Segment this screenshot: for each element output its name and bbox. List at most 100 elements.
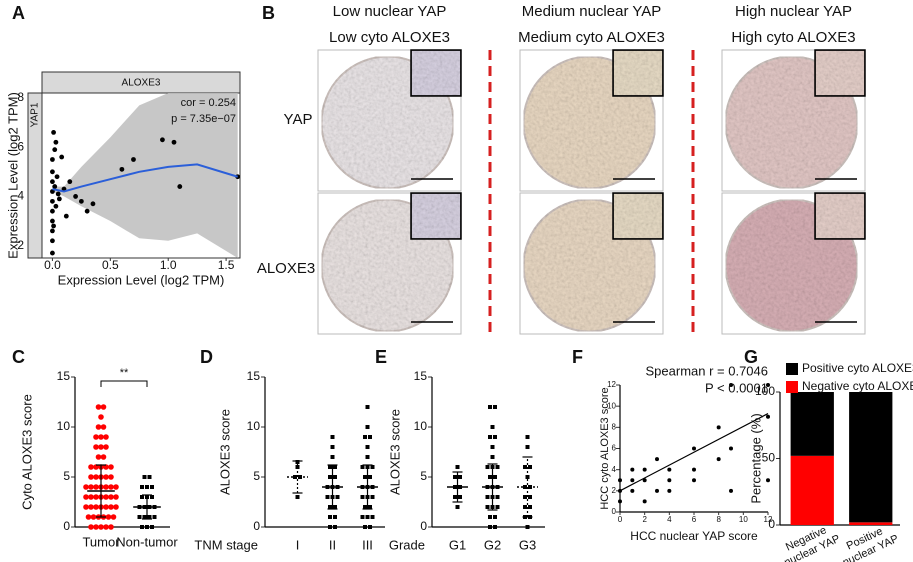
point [140,485,144,489]
point [98,434,104,440]
point [692,446,696,451]
point [63,213,69,219]
point [692,478,696,483]
inset [410,49,462,97]
x-tick-label: 1.0 [160,258,177,272]
point [142,515,147,519]
point [370,495,375,499]
y-tick-label: 10 [247,419,261,433]
point [360,515,365,519]
point [528,495,532,499]
point [95,424,102,430]
point [333,475,337,479]
inset-border [814,192,866,240]
point [365,445,370,449]
point [729,488,733,493]
point [363,525,367,529]
x-tick-label: Tumor [82,534,120,549]
x-tick-label: II [329,537,336,552]
inset-border [410,192,462,240]
point [113,504,119,510]
panel-letter: E [375,347,387,367]
point [93,434,99,440]
point [330,445,335,449]
point [152,515,157,519]
y-tick-label: 6 [17,139,24,153]
point [52,184,58,189]
point [55,191,61,197]
point [692,467,696,472]
point [145,525,149,529]
significance-label: ** [120,367,129,379]
point [328,465,332,469]
point [88,504,94,510]
point [93,504,99,510]
point [103,434,109,440]
point [642,499,647,504]
point [363,435,367,439]
point [78,198,84,204]
y-tick-label: 5 [253,469,260,483]
y-tick-label: 0 [420,519,427,533]
y-tick-label: 12 [607,380,616,389]
point [716,425,721,430]
annotation: Spearman r = 0.7046 [646,363,769,378]
y-tick-label: 10 [57,419,71,433]
y-tick-label: 4 [612,465,617,474]
x-axis-label: TNM stage [194,537,258,552]
fit-line [619,413,769,492]
point [523,505,527,509]
point [655,457,659,462]
y-tick-label: 4 [17,189,24,203]
x-axis-label: Grade [389,537,425,552]
strip [41,71,241,94]
point [490,425,495,429]
point [108,504,114,510]
point [363,505,367,509]
point [100,454,107,460]
point [523,495,527,499]
point [368,525,372,529]
point [50,250,55,256]
point [93,524,99,530]
x-tick-label: 0.0 [44,258,61,272]
inset-border [612,49,664,97]
inset-border [612,192,664,240]
x-tick-label: 4 [667,515,672,524]
bar-segment [790,392,834,456]
point [328,515,332,519]
row-label: ALOXE3 [257,260,315,277]
panel-letter: D [200,347,213,367]
point [370,465,375,469]
annotation: p = 7.35e−07 [171,113,236,125]
point [93,444,99,450]
point [325,495,330,499]
point [83,494,89,500]
panel-letter: F [572,347,583,367]
column-title: Low nuclear YAP [333,3,447,20]
point [150,495,154,499]
point [54,174,60,180]
point [142,475,147,479]
point [108,464,114,470]
point [83,484,89,490]
column-title: Medium cyto ALOXE3 [518,29,665,46]
legend-label: Negative cyto ALOXE3 [802,379,913,393]
point [103,494,109,500]
point [630,467,635,472]
point [493,475,497,479]
point [177,184,183,189]
y-tick-label: 2 [612,486,617,495]
point [98,524,104,530]
point [108,474,114,480]
y-tick-label: 8 [17,90,24,104]
point [88,484,94,490]
column-title: Low cyto ALOXE3 [329,29,450,46]
legend-label: Positive cyto ALOXE3 [802,361,913,375]
point [365,405,370,409]
point [618,478,622,483]
point [363,475,367,479]
point [485,505,490,509]
strip-label: ALOXE3 [122,78,161,89]
point [716,457,721,462]
